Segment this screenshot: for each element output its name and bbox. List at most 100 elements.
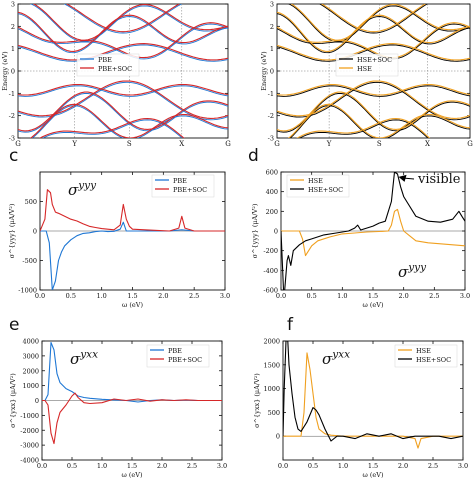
x-tick-label: G xyxy=(225,140,231,148)
y-tick-label: 2000 xyxy=(263,338,280,346)
band-lines xyxy=(277,4,470,138)
series-pbe-soc xyxy=(42,392,222,445)
y-tick-label: 3 xyxy=(11,1,15,9)
x-tick-label: 2.5 xyxy=(429,292,439,300)
series-group xyxy=(283,341,463,449)
y-tick-label: 2 xyxy=(11,23,15,31)
y-tick-label: 2 xyxy=(270,23,274,31)
panel-label-f: f xyxy=(287,315,293,335)
x-tick-label: X xyxy=(425,140,430,148)
y-tick-label: 2000 xyxy=(22,367,39,375)
y-tick-label: -2 xyxy=(9,112,15,120)
x-tick-label: 2.0 xyxy=(157,462,167,470)
series-group xyxy=(40,189,225,290)
series-pbe xyxy=(40,221,225,290)
x-tick-label: Y xyxy=(326,140,332,148)
x-tick-label: 1.0 xyxy=(96,292,106,300)
series-hse xyxy=(281,208,465,257)
y-axis-label: σ^{yxx} (μA/V²) xyxy=(9,373,17,428)
y-tick-label: 0 xyxy=(274,228,278,236)
chart-sigma-yyy-hse: -600 -400 -200 0 200 400 600 0.0 0.5 1.0 1.5 2.0 2.5… xyxy=(251,169,470,310)
y-tick-label: 1 xyxy=(11,45,15,53)
sigma-title: σyyy xyxy=(398,261,427,281)
y-axis-label: σ^{yyy} (μA/V²) xyxy=(8,203,16,258)
legend-label: PBE+SOC xyxy=(168,356,202,364)
series-hse-soc xyxy=(283,341,463,442)
y-tick-label: -600 xyxy=(263,287,278,295)
x-tick-label: 1.5 xyxy=(368,292,378,300)
y-tick-label: 200 xyxy=(266,208,278,216)
band-lines xyxy=(18,4,228,138)
x-tick-label: G xyxy=(467,140,473,148)
annotation-arrowhead xyxy=(398,174,407,182)
band-hse-soc xyxy=(289,105,470,138)
series-hse xyxy=(283,352,463,449)
x-axis-label: ω (eV) xyxy=(122,471,143,479)
x-tick-label: 0.0 xyxy=(276,292,286,300)
legend-label: HSE xyxy=(308,177,323,185)
y-tick-label: -2000 xyxy=(20,427,39,435)
band-pbe-soc xyxy=(18,83,228,96)
x-tick-label: G xyxy=(15,140,21,148)
x-tick-label: S xyxy=(127,140,132,148)
y-tick-label: -200 xyxy=(263,247,278,255)
legend-label: HSE xyxy=(357,65,372,73)
series-group xyxy=(42,341,222,445)
x-tick-label: 3.0 xyxy=(217,462,227,470)
sigma-title: σyyy xyxy=(68,179,97,199)
legend-label: PBE xyxy=(173,177,187,185)
band-pbe-soc xyxy=(18,11,228,52)
band-hse-soc xyxy=(277,13,470,54)
x-tick-label: 2.5 xyxy=(189,292,199,300)
band-hse xyxy=(277,91,470,132)
y-tick-label: -1 xyxy=(9,90,15,98)
legend-label: PBE xyxy=(98,56,112,64)
x-axis-label: ω (eV) xyxy=(122,301,143,309)
x-axis-label: ω (eV) xyxy=(363,301,384,309)
y-tick-label: -3000 xyxy=(20,442,39,450)
x-tick-label: 1.5 xyxy=(127,292,137,300)
panel-label-d: d xyxy=(248,146,259,166)
legend-label: HSE+SOC xyxy=(416,356,451,364)
band-hse xyxy=(277,43,470,61)
y-tick-label: -400 xyxy=(263,267,278,275)
x-tick-label: 2.0 xyxy=(398,292,408,300)
x-tick-label: 0.0 xyxy=(37,462,47,470)
x-tick-label: X xyxy=(179,140,184,148)
y-tick-label: 0 xyxy=(11,68,15,76)
y-tick-label: 1 xyxy=(270,45,274,53)
band-hse-soc xyxy=(298,119,429,138)
band-hse xyxy=(290,4,470,41)
band-pbe xyxy=(18,85,228,97)
x-tick-label: 2.0 xyxy=(398,462,408,470)
legend-label: PBE xyxy=(168,347,182,355)
y-tick-label: 4000 xyxy=(22,338,39,346)
band-pbe-soc xyxy=(38,118,185,138)
y-axis-label: σ^{yyy} (μA/V²) xyxy=(251,203,259,258)
y-tick-label: 3 xyxy=(270,1,274,9)
y-tick-label: 3000 xyxy=(22,352,39,360)
legend-label: HSE xyxy=(416,347,431,355)
y-axis-label: Energy (eV) xyxy=(260,51,268,91)
y-tick-label: -500 xyxy=(22,257,37,265)
y-tick-label: -3 xyxy=(9,135,15,143)
series-hse-soc xyxy=(281,172,465,290)
panel-label-e: e xyxy=(9,315,20,335)
x-tick-label: 3.0 xyxy=(458,462,468,470)
y-tick-label: 500 xyxy=(268,409,280,417)
band-hse xyxy=(287,103,470,138)
x-tick-label: 1.5 xyxy=(368,462,378,470)
legend-label: HSE+SOC xyxy=(357,56,392,64)
x-tick-label: 2.5 xyxy=(428,462,438,470)
band-pbe-soc xyxy=(18,43,228,61)
y-tick-label: -1000 xyxy=(18,287,37,295)
x-tick-label: 0.5 xyxy=(66,292,76,300)
band-pbe xyxy=(41,119,183,138)
x-tick-label: 1.5 xyxy=(127,462,137,470)
y-tick-label: -1 xyxy=(268,90,274,98)
band-pbe-soc xyxy=(29,103,228,138)
x-tick-label: 0.0 xyxy=(278,462,288,470)
y-tick-label: 1000 xyxy=(22,382,39,390)
chart-sigma-yyy-pbe: -1000 -500 0 500 0.0 0.5 1.0 1.5 2.0 2.5 3.0 ω (eV)… xyxy=(8,171,230,309)
